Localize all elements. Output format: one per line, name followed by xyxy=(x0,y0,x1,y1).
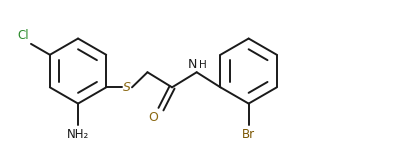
Text: N: N xyxy=(187,58,196,71)
Text: Br: Br xyxy=(241,128,255,141)
Text: S: S xyxy=(123,81,130,94)
Text: NH₂: NH₂ xyxy=(67,128,89,141)
Text: O: O xyxy=(147,111,158,124)
Text: Cl: Cl xyxy=(17,29,29,41)
Text: H: H xyxy=(198,60,206,70)
